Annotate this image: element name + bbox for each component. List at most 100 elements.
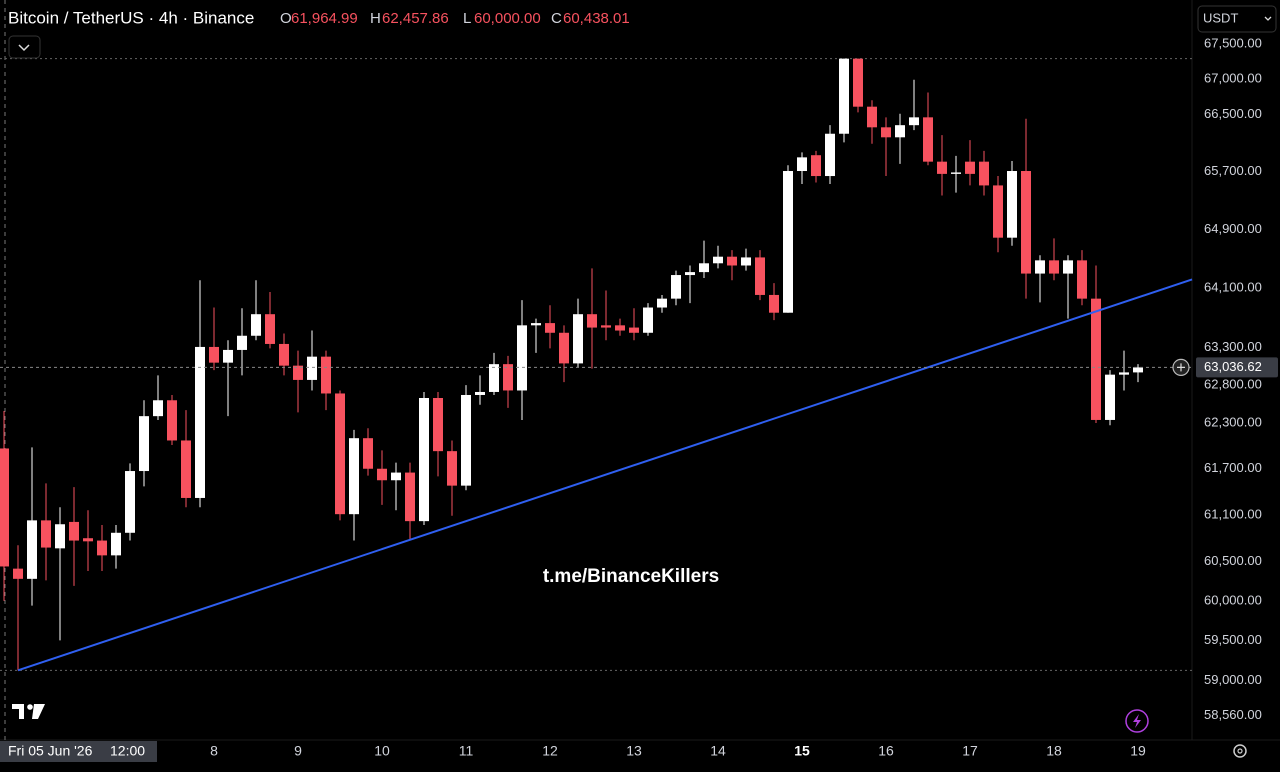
ohlc-value: 61,964.99 [291,10,358,27]
crosshair-date: Fri 05 Jun '26 [8,743,93,759]
marks [0,58,1193,672]
candle-body [153,400,163,417]
candle-body [769,294,779,313]
candle-body [293,365,303,380]
y-tick-label: 61,700.00 [1204,460,1262,475]
candle-body [699,263,709,273]
y-tick-label: 62,300.00 [1204,414,1262,429]
candle-body [1063,260,1073,274]
candle-body [69,521,79,541]
candle-body [1105,374,1115,420]
candle-body [937,161,947,174]
x-tick-label: 10 [374,743,390,759]
candle-body [951,172,961,174]
ohlc-key: C [551,10,562,27]
candle-body [895,125,905,138]
y-tick-label: 63,300.00 [1204,339,1262,354]
candle-body [615,325,625,331]
currency-button[interactable] [1197,5,1277,33]
candle-body [13,568,23,579]
plus-icon [1177,363,1185,372]
candle-body [909,117,919,126]
candle-body [587,314,597,328]
dropdown-icon [1264,16,1272,21]
candle-body [0,448,9,567]
candle-body [279,343,289,366]
candle-body [461,394,471,486]
candle-body [755,257,765,295]
lightning-button[interactable] [1125,709,1149,733]
candle-body [55,524,65,549]
candle-body [811,155,821,177]
candle-body [517,325,527,391]
candle-body [363,438,373,469]
y-tick-label: 65,700.00 [1204,163,1262,178]
x-tick-label: 8 [210,743,218,759]
candle-body [377,468,387,481]
y-tick-label: 59,500.00 [1204,632,1262,647]
candle-body [1021,171,1031,274]
x-tick-label: 13 [626,743,642,759]
candle-body [1007,171,1017,238]
candle-body [307,356,317,380]
x-tick-label: 18 [1046,743,1062,759]
x-tick-label: 15 [794,743,810,759]
x-tick-label: 14 [710,743,726,759]
ohlc-value: 60,438.01 [563,10,630,27]
candle-body [531,323,541,326]
tradingview-logo [12,704,45,719]
lightning-icon [1133,714,1141,728]
last-price-label: 63,036.62 [1204,359,1262,374]
candle-body [545,323,555,333]
candle-body [405,472,415,522]
candle-body [223,349,233,363]
candle-body [265,314,275,344]
y-tick-label: 58,560.00 [1204,707,1262,722]
watermark: t.me/BinanceKillers [543,566,719,587]
y-tick-label: 62,800.00 [1204,377,1262,392]
candle-body [825,133,835,177]
candle-body [251,314,261,336]
x-tick-label: 16 [878,743,894,759]
y-tick-label: 67,000.00 [1204,71,1262,86]
y-tick-label: 61,100.00 [1204,506,1262,521]
ohlc-key: L [463,10,471,27]
candle-body [685,272,695,276]
candle-body [1133,367,1143,373]
candle-body [657,298,667,308]
candle-body [489,364,499,392]
candle-body [727,256,737,266]
candle-body [503,364,513,391]
candle-body [713,256,723,264]
candle-body [433,398,443,452]
candle-body [629,327,639,333]
settings-button[interactable] [1233,744,1247,758]
candle-body [391,472,401,481]
candle-body [601,325,611,328]
x-tick-label: 12 [542,743,558,759]
y-tick-label: 60,000.00 [1204,592,1262,607]
candle-body [125,471,135,533]
y-tick-label: 64,900.00 [1204,221,1262,236]
crosshair-date-box [0,741,157,762]
x-tick-label: 19 [1130,743,1146,759]
candle-body [419,398,429,522]
candle-body [111,532,121,556]
candle-body [349,438,359,515]
candle-body [923,117,933,162]
ohlc-value: 62,457.86 [382,10,449,27]
candle-body [97,540,107,556]
candle-body [447,451,457,486]
candle-body [979,161,989,186]
ohlc-key: H [370,10,381,27]
candle-body [195,346,205,498]
candle-body [965,161,975,174]
candle-body [867,106,877,128]
candle-body [993,185,1003,238]
collapse-button[interactable] [8,35,41,59]
candle-body [783,171,793,313]
symbol-title: Bitcoin / TetherUS · 4h · Binance [8,8,254,27]
candle-body [853,58,863,107]
candle-body [1049,260,1059,274]
